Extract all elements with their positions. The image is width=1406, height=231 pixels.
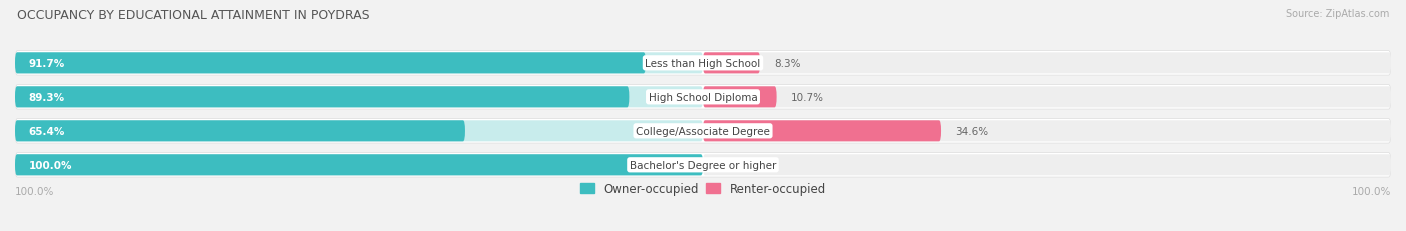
Text: College/Associate Degree: College/Associate Degree [636, 126, 770, 136]
FancyBboxPatch shape [15, 85, 1391, 109]
Text: 65.4%: 65.4% [28, 126, 65, 136]
FancyBboxPatch shape [15, 155, 703, 176]
FancyBboxPatch shape [15, 121, 703, 142]
FancyBboxPatch shape [703, 87, 776, 108]
FancyBboxPatch shape [15, 87, 630, 108]
Text: 10.7%: 10.7% [790, 92, 824, 102]
Text: 34.6%: 34.6% [955, 126, 988, 136]
Text: Source: ZipAtlas.com: Source: ZipAtlas.com [1285, 9, 1389, 19]
FancyBboxPatch shape [15, 53, 703, 74]
FancyBboxPatch shape [15, 121, 465, 142]
Legend: Owner-occupied, Renter-occupied: Owner-occupied, Renter-occupied [575, 178, 831, 200]
Text: 100.0%: 100.0% [1351, 186, 1391, 196]
Text: 8.3%: 8.3% [773, 59, 800, 69]
FancyBboxPatch shape [703, 121, 941, 142]
FancyBboxPatch shape [15, 51, 1391, 76]
Text: Less than High School: Less than High School [645, 59, 761, 69]
FancyBboxPatch shape [15, 53, 645, 74]
FancyBboxPatch shape [703, 53, 1391, 74]
FancyBboxPatch shape [703, 87, 1391, 108]
FancyBboxPatch shape [703, 53, 761, 74]
Text: 91.7%: 91.7% [28, 59, 65, 69]
Text: OCCUPANCY BY EDUCATIONAL ATTAINMENT IN POYDRAS: OCCUPANCY BY EDUCATIONAL ATTAINMENT IN P… [17, 9, 370, 22]
Text: 89.3%: 89.3% [28, 92, 65, 102]
FancyBboxPatch shape [15, 155, 703, 176]
Text: High School Diploma: High School Diploma [648, 92, 758, 102]
FancyBboxPatch shape [703, 121, 1391, 142]
FancyBboxPatch shape [15, 153, 1391, 177]
FancyBboxPatch shape [703, 155, 1391, 176]
FancyBboxPatch shape [15, 87, 703, 108]
Text: Bachelor's Degree or higher: Bachelor's Degree or higher [630, 160, 776, 170]
FancyBboxPatch shape [15, 119, 1391, 143]
Text: 0.0%: 0.0% [717, 160, 742, 170]
Text: 100.0%: 100.0% [28, 160, 72, 170]
Text: 100.0%: 100.0% [15, 186, 55, 196]
